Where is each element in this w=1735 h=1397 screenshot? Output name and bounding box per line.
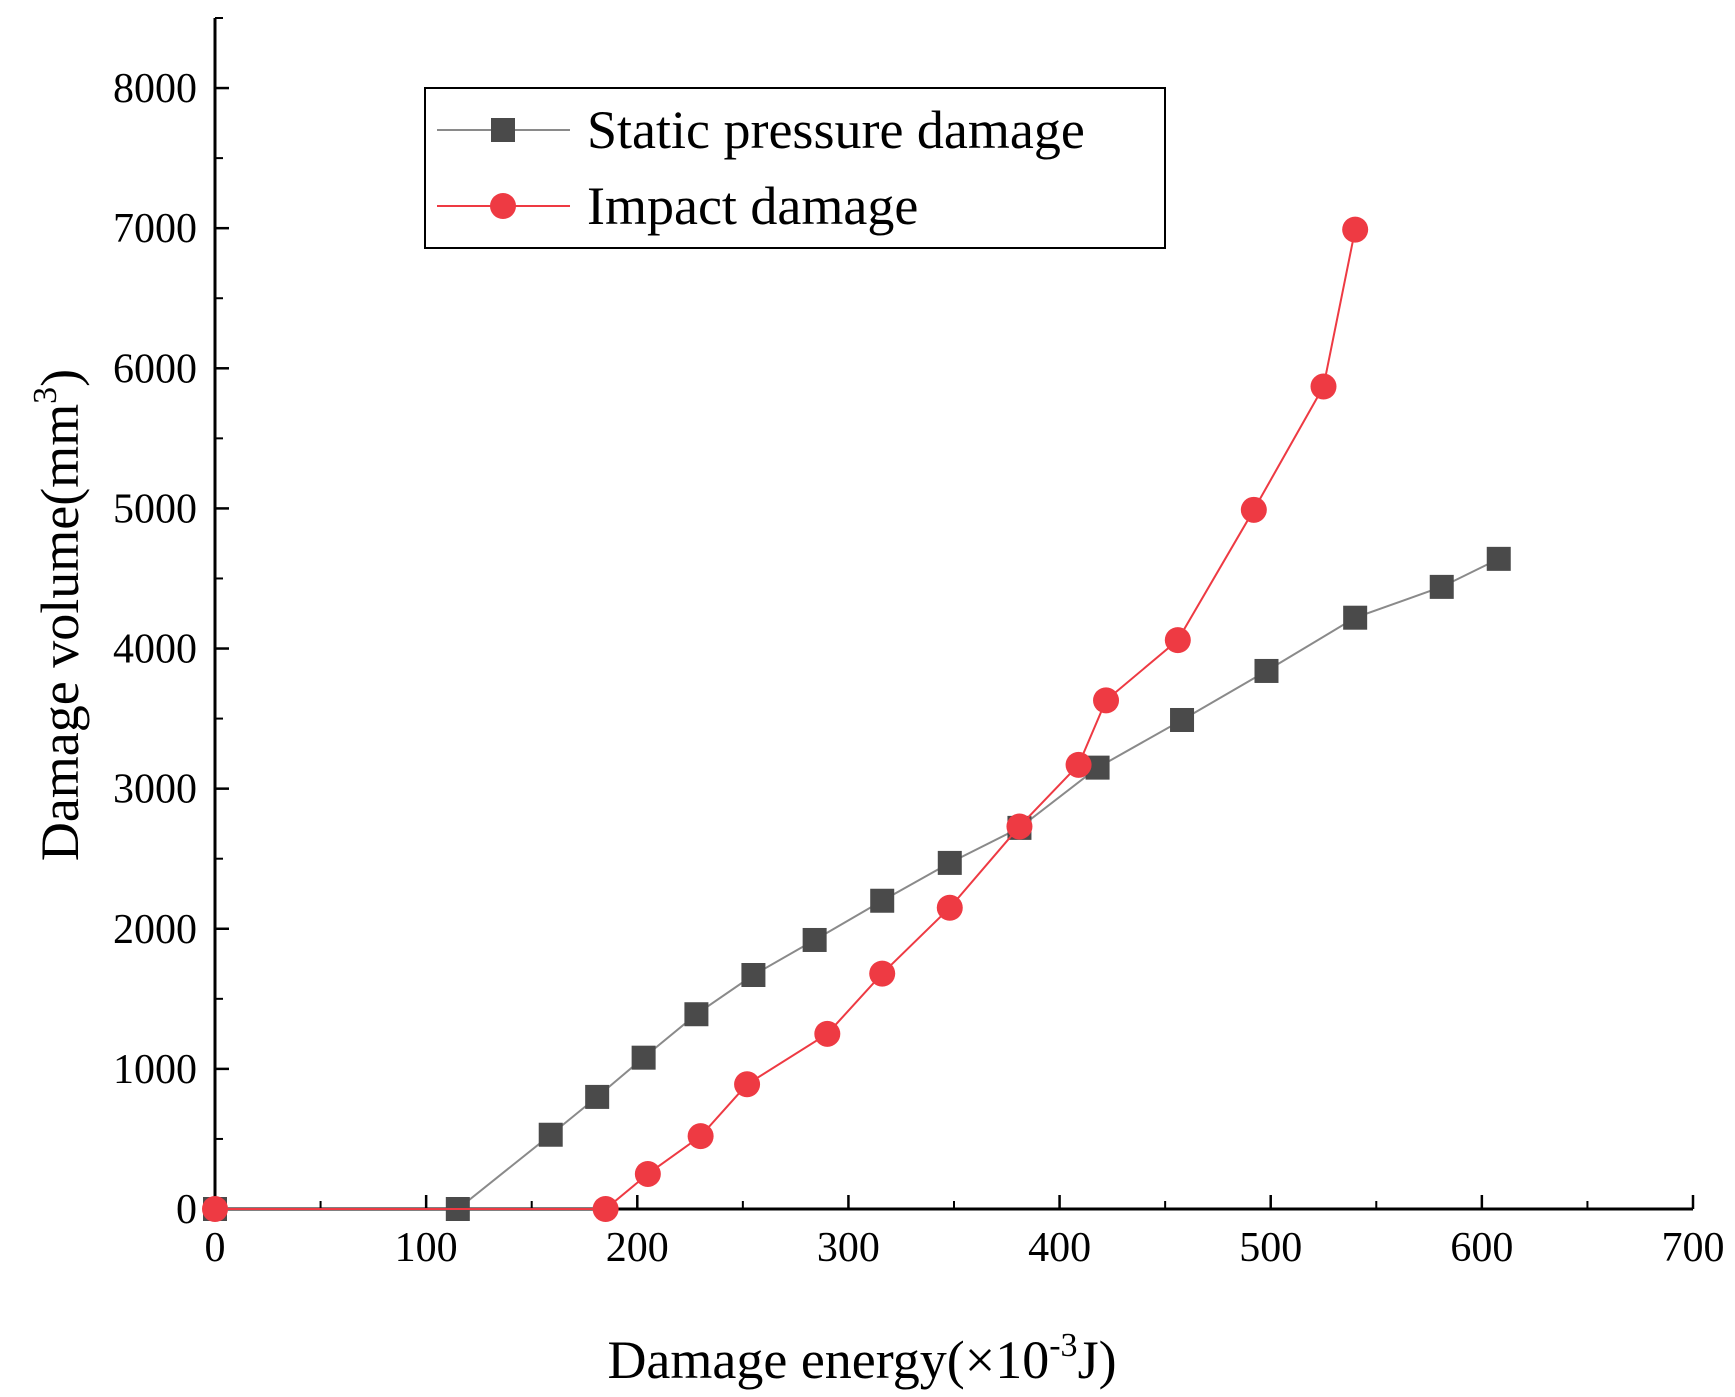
series-1 [202,216,1369,1222]
point-0-2 [538,1122,563,1147]
point-1-5 [814,1020,841,1047]
point-1-13 [1310,373,1337,400]
x-axis-title-unit: J) [1078,1330,1117,1390]
y-tick-label-4000: 4000 [113,627,197,673]
x-tick-label-700: 700 [1662,1225,1725,1271]
point-0-6 [741,963,766,988]
y-tick-label-3000: 3000 [113,767,197,813]
legend: Static pressure damage Impact damage [424,87,1166,249]
point-0-3 [585,1084,610,1109]
point-1-11 [1164,627,1191,654]
y-tick-label-1000: 1000 [113,1047,197,1093]
legend-items: Static pressure damage Impact damage [437,100,1085,236]
point-1-6 [869,960,896,987]
point-0-13 [1254,658,1279,683]
point-1-0 [202,1196,228,1222]
point-1-10 [1093,687,1120,714]
point-0-4 [631,1045,656,1070]
y-tick-label-2000: 2000 [113,907,197,953]
x-tick-label-300: 300 [817,1225,880,1271]
y-axis-title: Damage volume(mm3) [27,369,90,861]
legend-label-1: Impact damage [587,176,918,236]
point-1-7 [936,894,963,921]
y-tick-label-7000: 7000 [113,206,197,252]
point-1-14 [1342,216,1369,243]
legend-marker-0 [491,118,515,142]
x-axis-title-sup: -3 [1049,1327,1077,1364]
y-tick-label-0: 0 [176,1187,197,1233]
y-axis-title-close: ) [30,369,90,387]
point-1-4 [734,1071,761,1098]
series-layer [202,216,1511,1222]
point-1-3 [687,1123,714,1150]
point-1-1 [592,1196,619,1222]
point-0-15 [1429,574,1454,599]
point-0-14 [1343,605,1368,630]
legend-box [424,87,1166,249]
x-tick-label-400: 400 [1028,1225,1091,1271]
point-0-5 [684,1002,709,1027]
x-tick-label-200: 200 [606,1225,669,1271]
x-axis-title: Damage energy(×10-3J) [607,1327,1116,1390]
ticks: 0 100 200 300 400 500 600 700010002000300040005… [113,17,1725,1271]
legend-label-0: Static pressure damage [587,100,1085,160]
point-1-12 [1240,496,1267,523]
point-0-16 [1486,546,1511,571]
point-0-12 [1170,707,1195,732]
point-0-9 [937,850,962,875]
point-0-8 [870,888,895,913]
point-1-8 [1006,813,1033,840]
x-axis-title-main: Damage energy(×10 [607,1330,1049,1390]
y-tick-label-8000: 8000 [113,66,197,112]
y-tick-label-6000: 6000 [113,346,197,392]
point-0-7 [802,927,827,952]
series-0 [203,546,1511,1221]
x-tick-label-100: 100 [395,1225,458,1271]
y-axis-title-main: Damage volume(mm [30,404,90,861]
legend-marker-1 [490,193,516,219]
point-1-9 [1065,751,1092,778]
series-line-0 [215,557,1500,1210]
y-tick-label-5000: 5000 [113,486,197,532]
x-tick-label-0: 0 [205,1225,226,1271]
x-tick-label-600: 600 [1450,1225,1513,1271]
x-tick-label-500: 500 [1239,1225,1302,1271]
y-axis-title-sup: 3 [27,387,64,404]
point-1-2 [634,1160,661,1187]
